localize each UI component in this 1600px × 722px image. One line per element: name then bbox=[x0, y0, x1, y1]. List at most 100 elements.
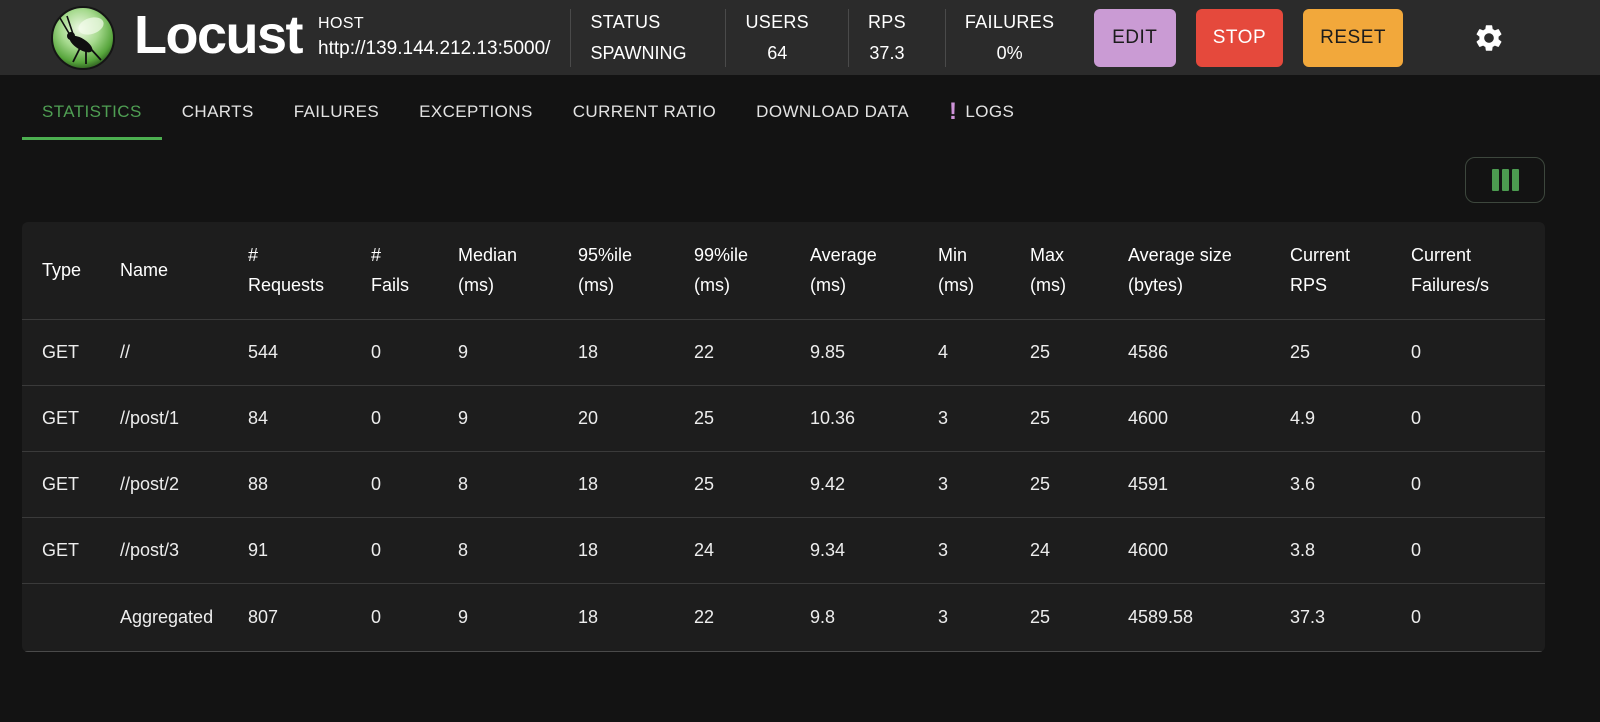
locust-logo[interactable]: Locust bbox=[50, 5, 304, 71]
tab-current-ratio[interactable]: CURRENT RATIO bbox=[553, 91, 736, 140]
table-cell: 3 bbox=[938, 450, 1030, 517]
table-cell bbox=[22, 582, 120, 652]
table-cell: 0 bbox=[371, 516, 458, 583]
table-cell: 18 bbox=[578, 450, 694, 517]
tab-label: STATISTICS bbox=[42, 102, 142, 121]
table-cell: 37.3 bbox=[1290, 582, 1411, 652]
reset-button[interactable]: RESET bbox=[1303, 8, 1403, 67]
table-row: GET//post/3 91 0 8 18 24 9.34 3 24 4600 3.8 0 bbox=[22, 516, 1545, 583]
column-header-text: Current bbox=[1290, 245, 1351, 266]
table-cell: 0 bbox=[1411, 450, 1545, 517]
column-header-text: Failures/s bbox=[1411, 275, 1490, 296]
table-row: GET//post/1 84 0 9 20 25 10.36 3 25 4600 4.9 0 bbox=[22, 384, 1545, 451]
table-cell: 18 bbox=[578, 516, 694, 583]
app-header: Locust HOST http://139.144.212.13:5000/ … bbox=[0, 0, 1600, 75]
tab-download-data[interactable]: DOWNLOAD DATA bbox=[736, 91, 929, 140]
column-header-average-size-bytes-[interactable]: Average size (bytes) bbox=[1128, 222, 1290, 319]
table-row-aggregated: Aggregated 807 0 9 18 22 9.8 3 25 4589.58 37.3 0 bbox=[22, 582, 1545, 652]
column-header-current-rps[interactable]: Current RPS bbox=[1290, 222, 1411, 319]
column-header-text: # bbox=[248, 245, 259, 266]
column-header-text: (bytes) bbox=[1128, 275, 1184, 296]
column-header-text: (ms) bbox=[458, 275, 494, 296]
column-header-text: Median bbox=[458, 245, 518, 266]
table-cell: 0 bbox=[371, 384, 458, 451]
table-cell: Aggregated bbox=[120, 582, 248, 652]
edit-button[interactable]: EDIT bbox=[1093, 8, 1176, 67]
failures-block: FAILURES 0% bbox=[946, 12, 1073, 64]
column-header-name[interactable]: Name bbox=[120, 222, 248, 319]
tab-failures[interactable]: FAILURES bbox=[274, 91, 399, 140]
table-cell: 9.8 bbox=[810, 582, 938, 652]
column-header-text: Type bbox=[42, 260, 82, 281]
statistics-table-card: Type Name # Requests # Fails Median (ms) 95%ile (… bbox=[22, 222, 1545, 652]
table-cell: 9.34 bbox=[810, 516, 938, 583]
table-cell: 18 bbox=[578, 318, 694, 385]
table-cell: 4586 bbox=[1128, 318, 1290, 385]
column-header-text: Fails bbox=[371, 275, 410, 296]
column-header-max-ms-[interactable]: Max (ms) bbox=[1030, 222, 1128, 319]
divider bbox=[725, 8, 727, 67]
table-cell: 0 bbox=[1411, 582, 1545, 652]
column-header-text: 99%ile bbox=[694, 245, 749, 266]
table-cell: 8 bbox=[458, 516, 578, 583]
rps-value: 37.3 bbox=[869, 42, 905, 63]
tab-statistics[interactable]: STATISTICS bbox=[22, 91, 162, 140]
tab-label: DOWNLOAD DATA bbox=[756, 102, 909, 121]
column-header-text: Name bbox=[120, 260, 169, 281]
table-cell: 9.42 bbox=[810, 450, 938, 517]
table-cell: 22 bbox=[694, 582, 810, 652]
table-cell: 4591 bbox=[1128, 450, 1290, 517]
header-actions: EDIT STOP RESET bbox=[1093, 8, 1403, 67]
status-label: STATUS bbox=[590, 11, 661, 32]
users-label: USERS bbox=[745, 11, 809, 32]
column-header-type[interactable]: Type bbox=[22, 222, 120, 319]
table-cell: 22 bbox=[694, 318, 810, 385]
table-cell: 25 bbox=[694, 384, 810, 451]
tab-label: EXCEPTIONS bbox=[419, 102, 533, 121]
divider bbox=[570, 8, 572, 67]
table-body: GET//544 0 9 18 22 9.85 4 25 4586 25 0 GET//post/1 8… bbox=[22, 318, 1545, 652]
table-cell: 8 bbox=[458, 450, 578, 517]
column-header-text: (ms) bbox=[1030, 275, 1066, 296]
column-header-median-ms-[interactable]: Median (ms) bbox=[458, 222, 578, 319]
column-header-average-ms-[interactable]: Average (ms) bbox=[810, 222, 938, 319]
column-selector-button[interactable] bbox=[1465, 157, 1545, 203]
table-cell: GET bbox=[22, 318, 120, 385]
table-cell: 3 bbox=[938, 384, 1030, 451]
column-header--fails[interactable]: # Fails bbox=[371, 222, 458, 319]
tab-label: CHARTS bbox=[181, 102, 254, 121]
column-header--requests[interactable]: # Requests bbox=[248, 222, 371, 319]
column-header-text: (ms) bbox=[578, 275, 614, 296]
stop-button[interactable]: STOP bbox=[1195, 8, 1284, 67]
host-url: http://139.144.212.13:5000/ bbox=[318, 38, 551, 59]
columns-icon bbox=[1491, 169, 1519, 191]
tab-exceptions[interactable]: EXCEPTIONS bbox=[399, 91, 553, 140]
column-header-95-ile-ms-[interactable]: 95%ile (ms) bbox=[578, 222, 694, 319]
table-row: GET//post/2 88 0 8 18 25 9.42 3 25 4591 3.6 0 bbox=[22, 450, 1545, 517]
tab-label: LOGS bbox=[965, 102, 1015, 121]
table-cell: 25 bbox=[1030, 582, 1128, 652]
column-header-text: Max bbox=[1030, 245, 1065, 266]
tab-logs[interactable]: ! LOGS bbox=[929, 91, 1034, 140]
table-cell: //post/2 bbox=[120, 450, 248, 517]
tab-charts[interactable]: CHARTS bbox=[162, 91, 274, 140]
column-header-current-failures-s[interactable]: Current Failures/s bbox=[1411, 222, 1545, 319]
users-block: USERS 64 bbox=[726, 12, 828, 64]
table-cell: 0 bbox=[1411, 384, 1545, 451]
table-cell: GET bbox=[22, 384, 120, 451]
status-block: STATUS SPAWNING bbox=[571, 12, 705, 64]
table-cell: 3 bbox=[938, 582, 1030, 652]
settings-gear-icon[interactable] bbox=[1473, 22, 1505, 54]
table-cell: 3 bbox=[938, 516, 1030, 583]
table-cell: 0 bbox=[371, 318, 458, 385]
column-header-min-ms-[interactable]: Min (ms) bbox=[938, 222, 1030, 319]
column-header-99-ile-ms-[interactable]: 99%ile (ms) bbox=[694, 222, 810, 319]
table-cell: 10.36 bbox=[810, 384, 938, 451]
locust-logo-icon bbox=[50, 5, 116, 71]
divider bbox=[847, 8, 849, 67]
tab-label: FAILURES bbox=[293, 102, 380, 121]
table-row: GET//544 0 9 18 22 9.85 4 25 4586 25 0 bbox=[22, 318, 1545, 385]
table-cell: 88 bbox=[248, 450, 371, 517]
notification-exclamation-icon: ! bbox=[949, 98, 958, 125]
column-header-text: Requests bbox=[248, 275, 325, 296]
